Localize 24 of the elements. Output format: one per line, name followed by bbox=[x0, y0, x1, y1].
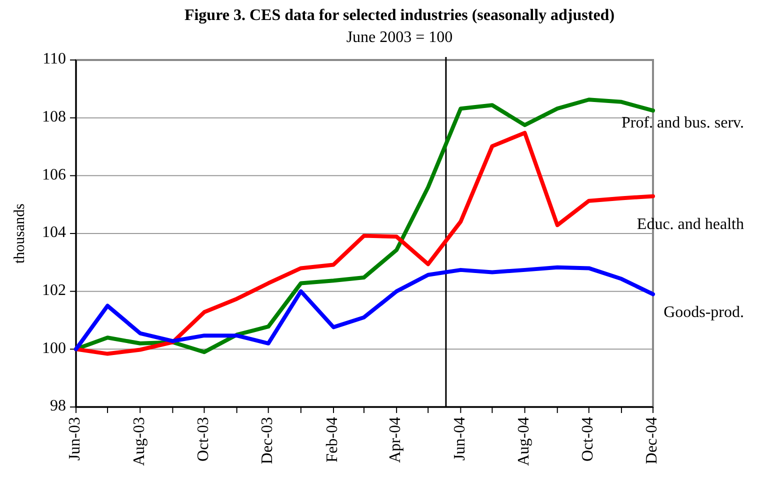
y-tick-label: 106 bbox=[42, 166, 66, 184]
chart-subtitle: June 2003 = 100 bbox=[346, 29, 453, 46]
line-series bbox=[74, 265, 655, 352]
series-label: Goods-prod. bbox=[664, 304, 744, 321]
series-label: Prof. and bus. serv. bbox=[622, 114, 744, 132]
x-tick-label: Aug-03 bbox=[130, 417, 148, 466]
x-tick-label: Apr-04 bbox=[387, 417, 404, 463]
x-tick-label: Dec-04 bbox=[644, 417, 661, 464]
y-axis-title: thousands bbox=[12, 203, 28, 264]
y-tick-label: 98 bbox=[50, 398, 66, 415]
y-tick-label: 104 bbox=[42, 224, 66, 242]
x-tick-label: Feb-04 bbox=[324, 417, 342, 462]
y-tick-label: 102 bbox=[42, 282, 66, 300]
y-tick-label: 108 bbox=[42, 108, 66, 126]
x-tick-label: Jun-04 bbox=[451, 417, 468, 461]
x-tick-label: Oct-03 bbox=[194, 417, 212, 462]
x-tick-label: Aug-04 bbox=[515, 417, 532, 466]
series-label: Educ. and health bbox=[636, 216, 744, 233]
x-tick-label: Oct-04 bbox=[580, 417, 597, 462]
y-tick-label: 100 bbox=[42, 340, 66, 357]
y-tick-label: 110 bbox=[42, 50, 66, 68]
x-tick-label: Jun-03 bbox=[66, 417, 84, 461]
chart-title: Figure 3. CES data for selected industries (seasonally adjusted) bbox=[184, 7, 615, 24]
x-tick-label: Dec-03 bbox=[259, 417, 276, 464]
